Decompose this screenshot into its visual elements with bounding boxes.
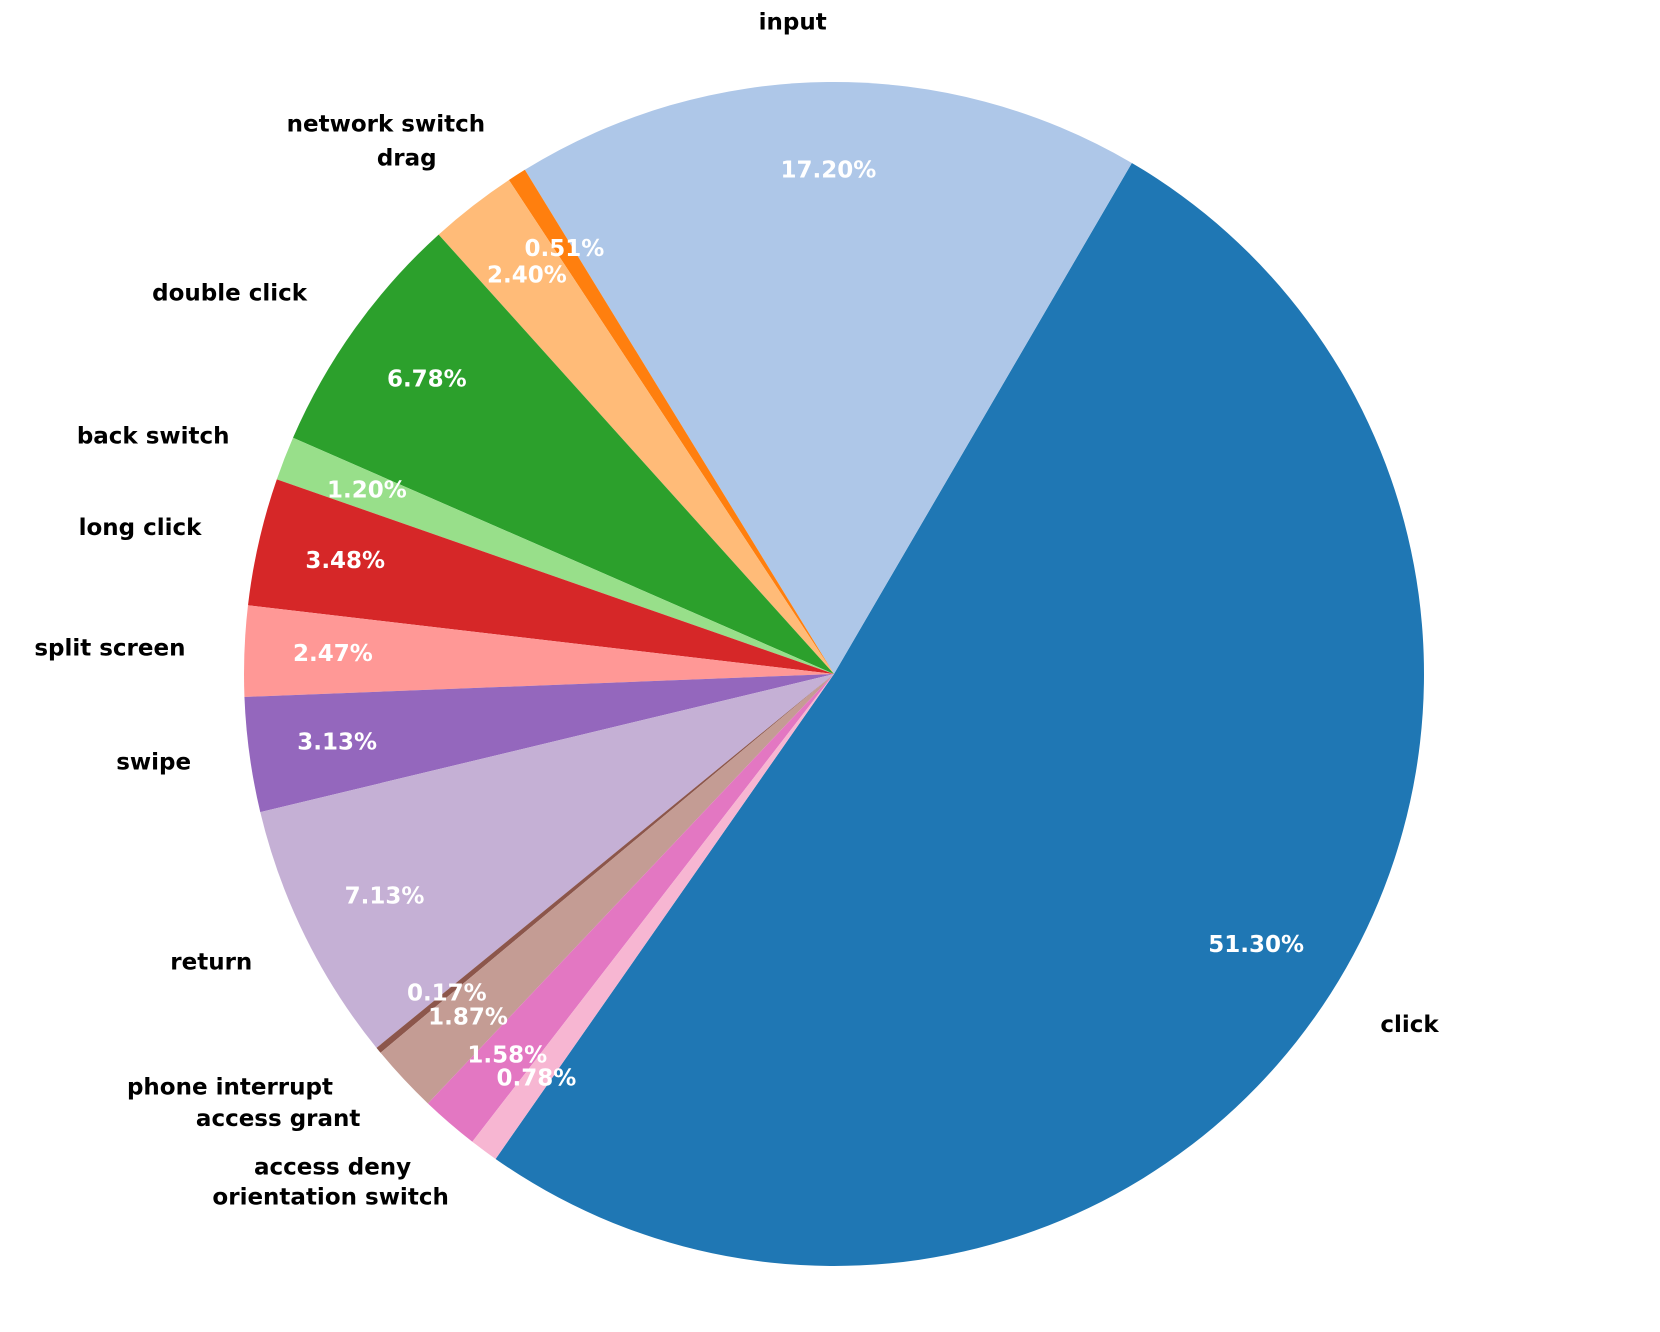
percent-label-double-click: 6.78%: [387, 367, 467, 393]
category-label-click: click: [1380, 1012, 1439, 1038]
category-labels: click input network switch drag double click…: [34, 9, 1439, 1210]
slice-access-grant: [380, 674, 834, 1104]
category-label-drag: drag: [377, 146, 437, 172]
pie-slices: [243, 82, 1424, 1266]
category-label-orientation-switch: orientation switch: [212, 1185, 448, 1211]
category-label-split-screen: split screen: [34, 635, 185, 661]
category-label-long-click: long click: [79, 515, 203, 541]
percent-label-split-screen: 2.47%: [293, 641, 373, 667]
slice-split-screen: [243, 605, 834, 697]
percent-label-long-click: 3.48%: [305, 548, 385, 574]
percent-labels: 51.30% 17.20% 0.51%2.40% 6.78% 1.20% 3.48% 2.4…: [293, 157, 1304, 1091]
slice-orientation-switch: [472, 674, 834, 1159]
percent-label-swipe: 3.13%: [297, 729, 377, 755]
slice-drag: [438, 179, 834, 674]
slice-input: [524, 82, 1132, 675]
category-label-access-deny: access deny: [254, 1155, 411, 1181]
category-label-back-switch: back switch: [77, 423, 230, 449]
percent-label-access-grant: 1.87%: [428, 1005, 508, 1031]
category-label-phone-interrupt: phone interrupt: [127, 1074, 333, 1100]
slice-back-switch: [276, 437, 834, 674]
percent-label-access-deny: 1.58%: [467, 1042, 547, 1068]
category-label-network-switch: network switch: [287, 111, 486, 137]
percent-label-orientation-switch: 0.78%: [496, 1066, 576, 1092]
percent-label-back-switch: 1.20%: [327, 477, 407, 503]
percent-label-return: 7.13%: [345, 884, 425, 910]
category-label-double-click: double click: [152, 280, 308, 306]
category-label-access-grant: access grant: [196, 1106, 360, 1132]
slice-network-switch: [508, 169, 834, 674]
category-label-input: input: [759, 9, 827, 35]
slice-phone-interrupt: [376, 674, 834, 1053]
slice-access-deny: [427, 674, 834, 1142]
slice-click: [495, 162, 1424, 1266]
percent-label-input: 17.20%: [780, 157, 876, 183]
percent-label-network-switch: 0.51%: [525, 236, 605, 262]
percent-label-click: 51.30%: [1208, 932, 1304, 958]
category-label-swipe: swipe: [116, 750, 191, 776]
percent-label-phone-interrupt: 0.17%: [407, 980, 487, 1006]
slice-double-click: [293, 234, 835, 674]
slice-long-click: [247, 479, 834, 674]
category-label-return: return: [170, 949, 252, 975]
slice-return: [260, 674, 834, 1048]
slice-swipe: [244, 674, 835, 813]
percent-label-drag: 2.40%: [487, 263, 567, 289]
